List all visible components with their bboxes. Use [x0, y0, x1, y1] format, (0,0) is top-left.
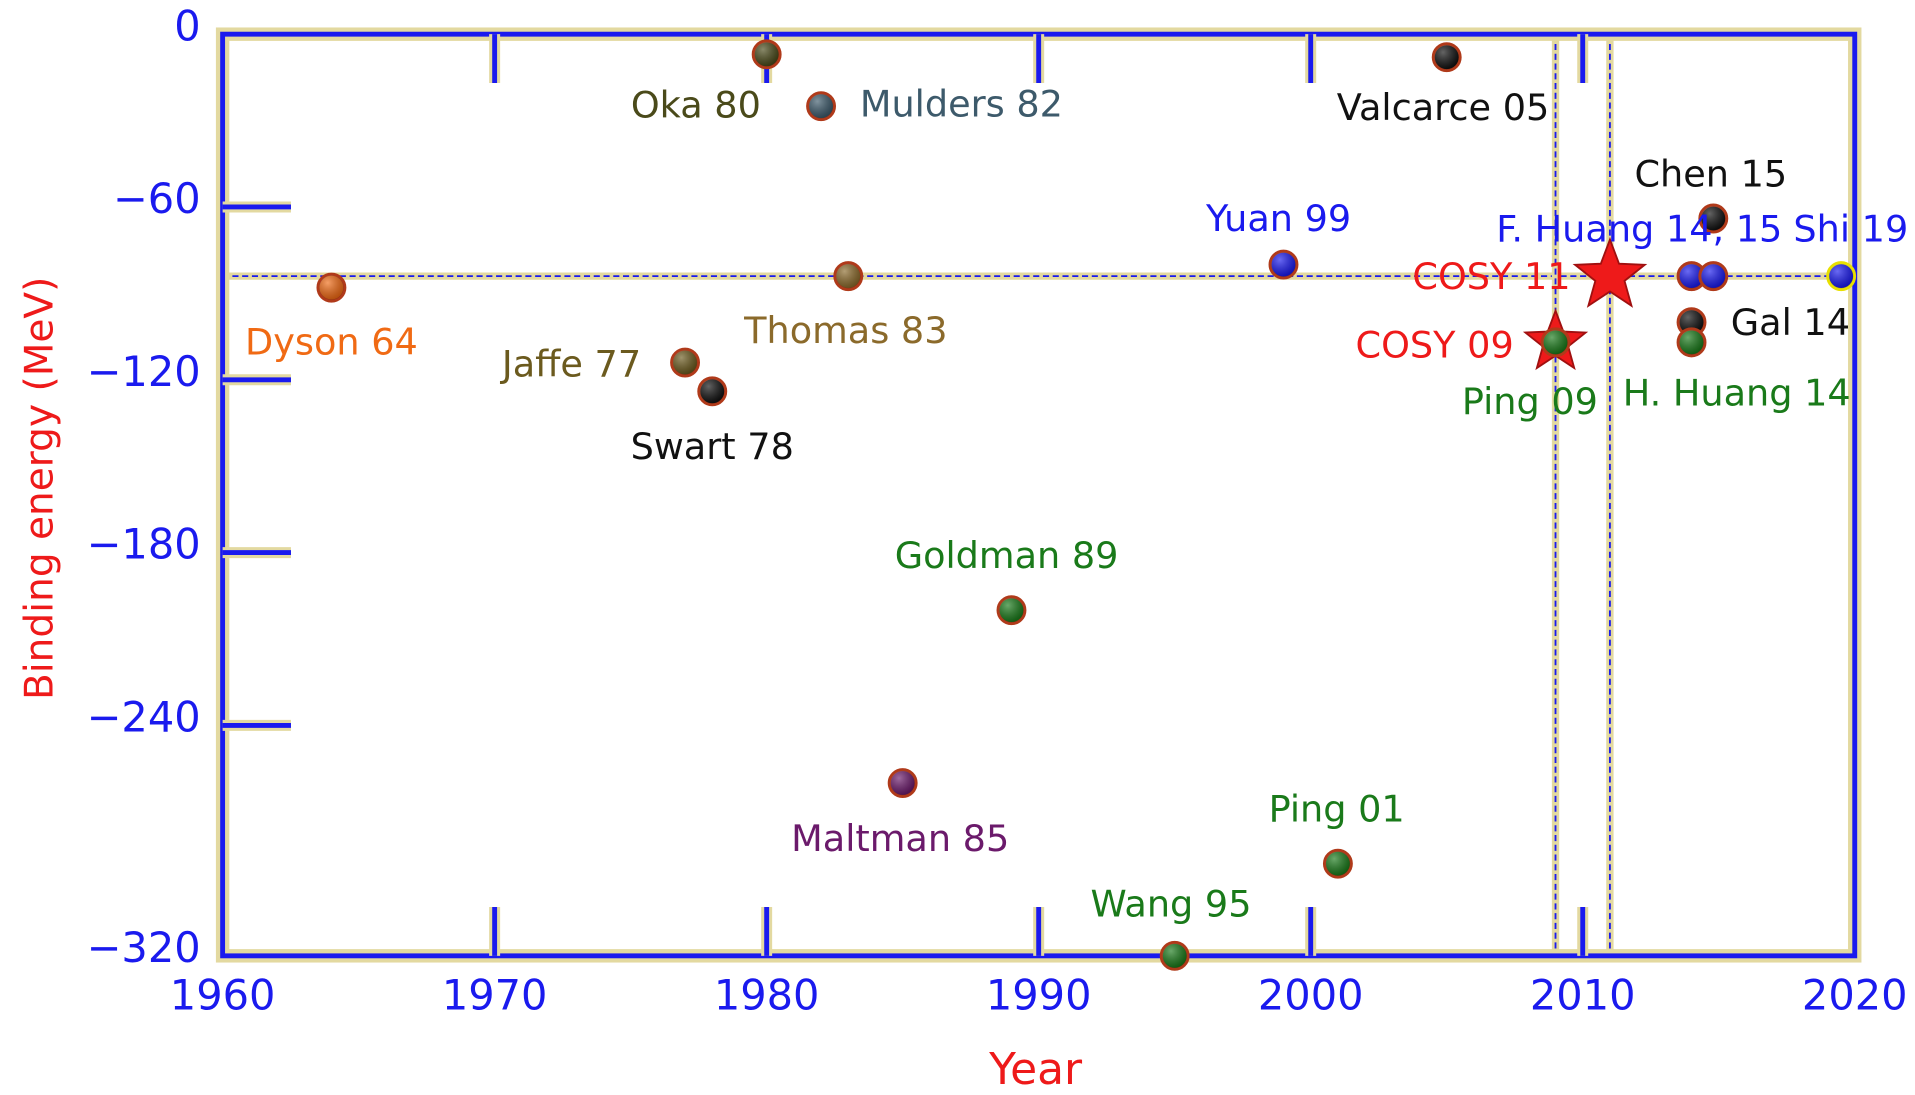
point-shine — [1271, 252, 1296, 277]
point-label: Gal 14 — [1731, 301, 1850, 344]
frame-layer — [215, 27, 1862, 963]
point-label: Swart 78 — [631, 425, 794, 468]
y-tick-label: −320 — [87, 923, 201, 972]
point-shine — [1701, 206, 1726, 231]
text-layer: 1960 1970 1980 1990 2000 2010 2020 0 −60 −120 −180… — [87, 1, 1909, 1019]
point-label: Chen 15 — [1634, 152, 1787, 195]
y-axis-title: Binding energy (MeV) — [17, 277, 62, 700]
point-label: F. Huang 14, 15 — [1496, 207, 1782, 250]
point-label: Shi 19 — [1793, 207, 1908, 250]
point-shine — [890, 770, 915, 796]
point-label: Ping 09 — [1462, 380, 1598, 423]
point-label: Ping 01 — [1269, 788, 1405, 831]
point-shine — [1679, 330, 1704, 355]
point-label: Yuan 99 — [1205, 197, 1351, 240]
point-shine — [1543, 330, 1568, 355]
x-tick-label: 2000 — [1258, 971, 1364, 1020]
point-shine — [1325, 851, 1351, 876]
x-tick-label: 1980 — [714, 971, 820, 1020]
x-axis-title: Year — [988, 1044, 1083, 1095]
point-shine — [754, 42, 779, 67]
x-tick-label: 2010 — [1530, 971, 1636, 1020]
point-label: H. Huang 14 — [1623, 371, 1851, 414]
point-label: COSY 09 — [1356, 324, 1514, 367]
y-tick-label: −120 — [87, 347, 201, 396]
point-label: Jaffe 77 — [500, 343, 641, 386]
point-shine — [836, 263, 861, 289]
point-label: Thomas 83 — [743, 309, 947, 352]
point-label: Mulders 82 — [860, 83, 1063, 126]
point-label: COSY 11 — [1412, 255, 1570, 298]
star-marker — [1572, 236, 1648, 308]
point-shine — [1828, 263, 1854, 289]
point-label: Dyson 64 — [245, 320, 418, 363]
point-label: Valcarce 05 — [1337, 86, 1550, 129]
y-tick-label: −180 — [87, 520, 201, 569]
marks-layer — [316, 39, 1857, 971]
x-tick-label: 1960 — [170, 971, 276, 1020]
point-label: Goldman 89 — [895, 534, 1119, 577]
point-shine — [1434, 45, 1459, 70]
point-shine — [319, 275, 344, 300]
reference-layer — [222, 34, 1855, 956]
x-tick-label: 1990 — [986, 971, 1092, 1020]
point-shine — [1701, 263, 1726, 289]
point-shine — [1162, 943, 1187, 969]
point-shine — [700, 379, 725, 404]
point-shine — [808, 93, 834, 119]
y-tick-label: 0 — [174, 1, 200, 50]
point-shine — [1679, 263, 1704, 289]
x-tick-label: 1970 — [442, 971, 548, 1020]
point-label: Wang 95 — [1091, 882, 1252, 925]
point-label: Oka 80 — [631, 83, 761, 126]
point-shine — [1679, 309, 1704, 335]
point-shine — [672, 350, 698, 375]
point-label: Maltman 85 — [791, 817, 1009, 860]
y-tick-label: −60 — [113, 174, 201, 223]
point-shine — [999, 598, 1024, 623]
x-tick-label: 2020 — [1802, 971, 1908, 1020]
y-tick-label: −240 — [87, 693, 201, 742]
